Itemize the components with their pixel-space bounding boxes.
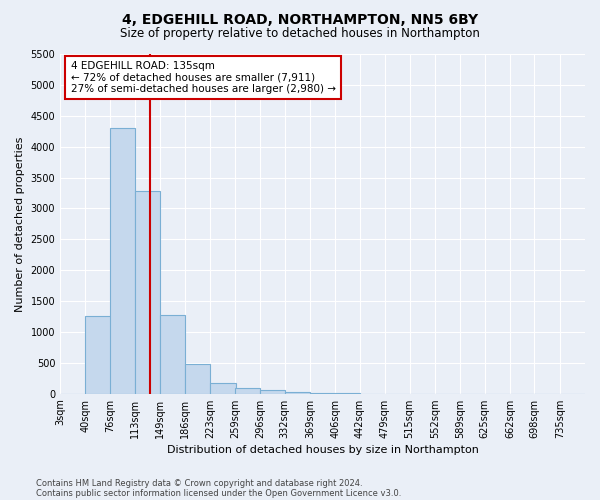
- Bar: [135, 191, 160, 394]
- Text: 4, EDGEHILL ROAD, NORTHAMPTON, NN5 6BY: 4, EDGEHILL ROAD, NORTHAMPTON, NN5 6BY: [122, 12, 478, 26]
- Bar: [260, 390, 286, 394]
- Y-axis label: Number of detached properties: Number of detached properties: [15, 136, 25, 312]
- Bar: [310, 393, 335, 394]
- Bar: [211, 382, 236, 394]
- Text: Contains HM Land Registry data © Crown copyright and database right 2024.: Contains HM Land Registry data © Crown c…: [36, 478, 362, 488]
- Bar: [185, 364, 211, 394]
- Bar: [110, 128, 135, 394]
- Bar: [85, 316, 110, 394]
- X-axis label: Distribution of detached houses by size in Northampton: Distribution of detached houses by size …: [167, 445, 479, 455]
- Bar: [235, 388, 260, 394]
- Text: Contains public sector information licensed under the Open Government Licence v3: Contains public sector information licen…: [36, 488, 401, 498]
- Bar: [160, 314, 185, 394]
- Bar: [285, 392, 310, 394]
- Bar: [335, 393, 361, 394]
- Text: 4 EDGEHILL ROAD: 135sqm
← 72% of detached houses are smaller (7,911)
27% of semi: 4 EDGEHILL ROAD: 135sqm ← 72% of detache…: [71, 61, 335, 94]
- Text: Size of property relative to detached houses in Northampton: Size of property relative to detached ho…: [120, 28, 480, 40]
